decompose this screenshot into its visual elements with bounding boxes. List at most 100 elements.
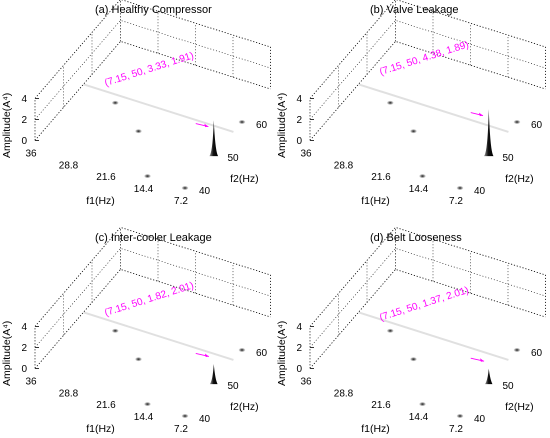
x-tick-label: 36 [300,148,312,159]
z-tick-label: 0 [296,136,302,147]
y-tick-label: 40 [474,186,486,197]
z-tick-label: 2 [21,343,27,354]
minor-peak [144,173,151,179]
peak-annotation: (7.15, 50, 1.82, 2.01) [103,280,195,319]
x-tick-label: 21.6 [96,172,116,183]
chart-panel: (7.15, 50, 4.38, 1.89) (b) Valve Leakage 0… [276,0,546,207]
surface-ridge [83,83,234,133]
chart-title: (b) Valve Leakage [370,4,458,16]
annotation-arrowhead [204,123,209,128]
x-axis-label: f1(Hz) [361,423,390,435]
annotation-arrowhead [479,112,484,117]
peak-annotation: (7.15, 50, 4.38, 1.89) [378,39,470,78]
z-tick-label: 4 [296,322,302,333]
y-tick-label: 50 [228,153,240,164]
x-tick-label: 36 [25,148,37,159]
x-tick-label: 21.6 [371,400,391,411]
peak-annotation: (7.15, 50, 1.37, 2.01) [378,285,470,324]
surface-ridge [83,311,234,361]
axis-box [34,0,271,141]
minor-peak [386,100,394,106]
x-axis-label: f1(Hz) [86,423,115,435]
minor-peak [410,357,417,362]
peak-spike [485,368,493,385]
minor-peak [410,129,417,134]
chart-panel: (7.15, 50, 1.82, 2.01) (c) Inter-cooler L… [1,226,271,435]
z-tick-label: 4 [21,322,27,333]
chart-title: (a) Healthy Compressor [95,4,212,16]
z-axis-label: Amplitude(A⁴) [1,321,13,386]
y-tick-label: 60 [531,120,543,131]
y-axis-label: f2(Hz) [230,401,259,413]
x-axis-label: f1(Hz) [361,195,390,207]
x-tick-label: 36 [25,376,37,387]
axis-box [309,226,546,369]
y-tick-label: 60 [531,348,543,359]
x-tick-label: 7.2 [174,424,188,435]
minor-peak [135,129,142,134]
annotation-arrowhead [204,353,209,357]
minor-peak [456,185,464,191]
z-tick-label: 0 [21,364,27,375]
x-tick-label: 28.8 [59,388,79,399]
minor-peak [135,357,142,362]
peak-spike [209,120,219,157]
x-tick-label: 14.4 [134,184,154,195]
z-gridline [309,20,546,120]
x-tick-label: 28.8 [334,160,354,171]
y-tick-label: 40 [474,414,486,425]
z-tick-label: 4 [21,94,27,105]
peak-spike [484,109,494,157]
minor-peak [513,347,521,353]
minor-peak [386,328,394,333]
x-tick-label: 21.6 [96,400,116,411]
x-tick-label: 36 [300,376,312,387]
z-axis-label: Amplitude(A⁴) [276,321,288,386]
minor-peak [419,401,426,407]
chart-panel: (7.15, 50, 3.33, 1.91) (a) Healthy Compre… [1,0,271,207]
minor-peak [238,347,246,353]
y-tick-label: 40 [199,186,211,197]
axis-box [34,226,271,369]
surface-ridge [358,83,509,133]
y-axis-label: f2(Hz) [230,173,259,185]
z-tick-label: 2 [21,115,27,126]
x-axis-label: f1(Hz) [86,195,115,207]
z-axis-label: Amplitude(A⁴) [1,93,13,158]
z-tick-label: 4 [296,94,302,105]
x-tick-label: 7.2 [174,196,188,207]
surface-ridge [358,311,509,361]
x-tick-label: 14.4 [134,412,154,423]
minor-peak [238,119,246,125]
z-axis-label: Amplitude(A⁴) [276,93,288,158]
chart-title: (c) Inter-cooler Leakage [95,232,212,244]
y-tick-label: 50 [503,381,515,392]
minor-peak [181,413,189,419]
peak-annotation: (7.15, 50, 3.33, 1.91) [103,50,195,89]
x-tick-label: 28.8 [334,388,354,399]
x-tick-label: 14.4 [409,184,429,195]
x-tick-label: 28.8 [59,160,79,171]
x-tick-label: 14.4 [409,412,429,423]
y-tick-label: 50 [503,153,515,164]
axis-box [309,0,546,141]
y-tick-label: 40 [199,414,211,425]
chart-panel: (7.15, 50, 1.37, 2.01) (d) Belt Looseness… [276,226,546,435]
y-axis-label: f2(Hz) [505,401,534,413]
minor-peak [419,173,426,179]
y-axis-label: f2(Hz) [505,173,534,185]
y-tick-label: 60 [256,348,268,359]
minor-peak [144,401,151,407]
minor-peak [513,119,521,125]
z-tick-label: 0 [21,136,27,147]
minor-peak [111,100,119,106]
y-tick-label: 60 [256,120,268,131]
chart-title: (d) Belt Looseness [370,232,462,244]
annotation-arrowhead [480,358,485,362]
z-tick-label: 0 [296,364,302,375]
y-tick-label: 50 [228,381,240,392]
minor-peak [181,185,189,191]
z-tick-label: 2 [296,343,302,354]
peak-spike [209,363,218,385]
